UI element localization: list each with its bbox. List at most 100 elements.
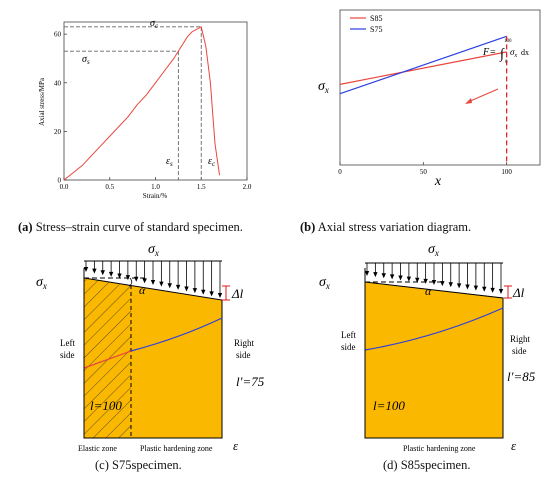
s75-line bbox=[339, 35, 507, 95]
load-arrowhead bbox=[217, 293, 223, 298]
y-axis-label: σx bbox=[318, 79, 329, 95]
stress-triangle bbox=[84, 272, 222, 300]
panel-a-stress-strain: Axial stress/MPa Strain/% 0 20 40 60 0.0 0.5… bbox=[30, 12, 270, 202]
y-axis-label: Axial stress/MPa bbox=[38, 77, 46, 126]
panel-c-s75-diagram: σx α Δl σx Left side Right side l=100 l′=7… bbox=[0, 238, 275, 453]
blue-stress-curve bbox=[130, 317, 223, 352]
load-arrowhead bbox=[373, 272, 378, 278]
load-arrowhead bbox=[398, 275, 403, 281]
top-sigma-label: σx bbox=[148, 242, 159, 258]
load-arrowhead bbox=[201, 289, 206, 295]
x-tick-label: 1.0 bbox=[151, 183, 160, 191]
y-sigma-label: σx bbox=[319, 275, 330, 291]
panel-b-axial-stress: σx x 0 50 100 S85 S75 F = ∫ 100 0 σx dx bbox=[300, 5, 545, 205]
elastic-zone-label: Elastic zone bbox=[78, 444, 117, 453]
x-axis-label: Strain/% bbox=[143, 192, 168, 200]
load-arrowhead bbox=[209, 291, 214, 297]
integral-formula: F = ∫ 100 0 σx dx bbox=[482, 39, 529, 65]
y-tick-label: 0 bbox=[58, 177, 62, 185]
load-arrowhead bbox=[100, 270, 105, 276]
load-arrowhead bbox=[184, 286, 189, 292]
load-arrowhead bbox=[167, 283, 172, 289]
load-arrowhead bbox=[498, 289, 504, 294]
load-arrowhead bbox=[364, 271, 370, 276]
plastic-zone-label: Plastic hardening zone bbox=[403, 444, 476, 453]
delta-l-label: Δl bbox=[231, 286, 244, 301]
svg-text:=: = bbox=[490, 47, 496, 58]
blue-stress-curve bbox=[364, 307, 504, 351]
load-arrowhead bbox=[175, 284, 181, 290]
stress-triangle bbox=[365, 276, 503, 294]
load-arrowhead bbox=[389, 274, 395, 280]
load-arrowhead bbox=[159, 281, 164, 287]
y-tick-label: 20 bbox=[54, 128, 62, 136]
alpha-label: α bbox=[139, 283, 146, 297]
load-arrowhead bbox=[423, 278, 428, 284]
legend-s85-label: S85 bbox=[370, 14, 382, 23]
panel-d-s85-diagram: σx α Δl σx Left side Right side l=100 l′=8… bbox=[285, 238, 550, 453]
svg-text:100: 100 bbox=[504, 39, 512, 44]
svg-text:dx: dx bbox=[521, 48, 529, 57]
y-sigma-label: σx bbox=[36, 275, 47, 291]
load-arrowhead bbox=[465, 284, 470, 290]
x-tick-label: 0 bbox=[338, 168, 342, 176]
l-label: l=100 bbox=[90, 398, 122, 413]
red-stress-line bbox=[83, 350, 132, 369]
alpha-label: α bbox=[425, 284, 432, 298]
epsilon-label: ε bbox=[233, 438, 239, 453]
s85-line bbox=[339, 51, 507, 85]
l-label: l=100 bbox=[373, 398, 405, 413]
load-arrowhead bbox=[192, 288, 198, 294]
x-tick-label: 1.5 bbox=[197, 183, 206, 191]
plastic-zone-label: Plastic hardening zone bbox=[140, 444, 213, 453]
load-arrowhead bbox=[83, 267, 89, 272]
l-prime-label: l′=75 bbox=[236, 374, 265, 389]
load-arrowhead bbox=[108, 271, 114, 277]
left-side-label: Left side bbox=[60, 338, 75, 360]
x-axis-label: x bbox=[434, 174, 442, 189]
formula-arrow bbox=[467, 88, 499, 103]
eps-s-label: εs bbox=[166, 156, 173, 168]
elastic-zone-hatch bbox=[84, 278, 131, 438]
stress-strain-curve bbox=[63, 26, 221, 181]
axial-stress-chart: σx x 0 50 100 S85 S75 F = ∫ 100 0 σx dx bbox=[318, 9, 541, 189]
plot-frame bbox=[339, 9, 541, 166]
svg-text:σx: σx bbox=[510, 47, 517, 59]
stress-strain-chart: Axial stress/MPa Strain/% 0 20 40 60 0.0 0.5… bbox=[38, 18, 252, 200]
top-sigma-label: σx bbox=[428, 242, 439, 258]
sigma-s-label: σs bbox=[82, 54, 90, 66]
load-arrowhead bbox=[142, 278, 147, 284]
x-tick-label: 0.5 bbox=[105, 183, 114, 191]
load-arrowhead bbox=[482, 286, 487, 292]
load-arrowhead bbox=[150, 280, 156, 285]
alpha-arc bbox=[128, 277, 133, 287]
legend-s75-label: S75 bbox=[370, 25, 382, 34]
delta-l-label: Δl bbox=[512, 285, 525, 300]
legend: S85 S75 bbox=[350, 14, 382, 34]
load-arrowhead bbox=[406, 276, 412, 282]
eps-c-label: εc bbox=[208, 156, 216, 168]
right-side-label: Right side bbox=[234, 338, 255, 360]
load-arrowhead bbox=[448, 282, 453, 288]
load-arrowhead bbox=[473, 285, 479, 291]
load-arrowhead bbox=[92, 268, 97, 274]
y-tick-label: 40 bbox=[54, 79, 62, 87]
load-arrowhead bbox=[381, 273, 386, 279]
load-arrowhead bbox=[456, 283, 462, 289]
svg-text:∫: ∫ bbox=[499, 47, 505, 62]
load-arrowhead bbox=[415, 277, 420, 283]
caption-a: (a) Stress–strain curve of standard spec… bbox=[18, 220, 243, 234]
y-tick-label: 60 bbox=[54, 31, 62, 39]
x-tick-label: 2.0 bbox=[243, 183, 252, 191]
svg-text:0: 0 bbox=[505, 60, 508, 65]
caption-c: (c) S75specimen. bbox=[95, 458, 182, 472]
load-arrows bbox=[83, 261, 223, 298]
svg-text:F: F bbox=[482, 47, 490, 58]
plastic-zone-fill bbox=[364, 281, 504, 439]
right-side-label: Right side bbox=[510, 334, 531, 356]
formula-arrow-head bbox=[465, 98, 472, 104]
left-side-label: Left side bbox=[341, 330, 356, 352]
load-arrowhead bbox=[490, 287, 495, 293]
x-tick-label: 100 bbox=[501, 168, 512, 176]
s75-diagram: σx α Δl σx Left side Right side l=100 l′=7… bbox=[36, 242, 265, 453]
